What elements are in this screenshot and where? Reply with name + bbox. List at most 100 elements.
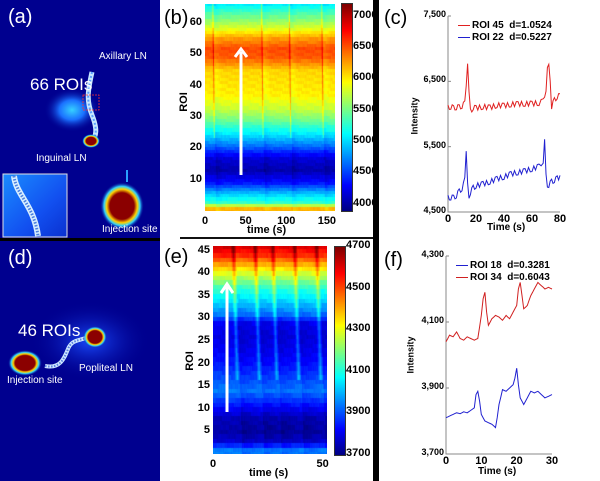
legend-label: ROI 34 d=0.6043 <box>470 272 550 283</box>
colorbar-tick-label: 3900 <box>346 405 371 418</box>
ytick-label: 5 <box>203 424 210 437</box>
xtick-label: 40 <box>497 213 511 225</box>
xtick-label: 150 <box>317 215 337 227</box>
line-plot-f <box>445 255 553 455</box>
panel-a-label: (a) <box>8 6 33 28</box>
panel-a-fluorescence <box>2 71 144 238</box>
colorbar-tick-label: 5000 <box>353 134 378 146</box>
xlabel-b: time (s) <box>247 224 287 236</box>
ytick-label: 20 <box>189 141 202 154</box>
ytick-label: 20 <box>197 356 210 369</box>
inguinal-node <box>82 134 100 148</box>
ylabel-f: Intensity <box>405 336 416 374</box>
inguinal-ln-label: Inguinal LN <box>36 153 87 164</box>
colorbar-tick-label: 4300 <box>346 322 371 335</box>
ytick-label: 40 <box>189 78 202 91</box>
left-divider <box>0 238 160 241</box>
legend-entry: ROI 45 d=1.0524 <box>458 20 552 31</box>
ytick-label: 4,300 <box>421 249 444 259</box>
legend-swatch <box>458 36 470 38</box>
ytick-label: 4,500 <box>423 205 446 215</box>
legend-label: ROI 18 d=0.3281 <box>470 260 550 271</box>
heatmap-b <box>205 4 335 211</box>
series-line-0 <box>447 62 561 114</box>
ylabel-b: ROI <box>177 92 190 112</box>
panel-c-label: (c) <box>384 7 408 29</box>
ytick-label: 15 <box>197 379 210 392</box>
xtick-label: 0 <box>442 455 450 467</box>
panel-d-image: (d) 46 ROIs Popliteal LN Injection site <box>0 241 160 481</box>
xtick-label: 0 <box>444 213 452 225</box>
roi-count-label: 46 ROIs <box>18 321 81 340</box>
injection-site-label: Injection site <box>102 224 158 235</box>
series-line-1 <box>445 281 553 343</box>
ylabel-c: Intensity <box>409 97 420 135</box>
horizontal-divider <box>180 237 374 239</box>
xtick-label: 0 <box>201 215 209 227</box>
ytick-label: 45 <box>197 243 210 256</box>
ytick-label: 35 <box>197 288 210 301</box>
arrow-b <box>233 46 249 175</box>
xtick-label: 80 <box>553 213 567 225</box>
panel-b-label: (b) <box>164 7 189 29</box>
panel-a-image: (a) Axillary LN 66 ROIs Inguinal LN Inje… <box>0 0 160 238</box>
ytick-label: 3,900 <box>421 381 444 391</box>
injection-site-label: Injection site <box>7 375 63 386</box>
ytick-label: 10 <box>189 172 202 185</box>
ytick-label: 4,100 <box>421 315 444 325</box>
legend-swatch <box>458 24 470 26</box>
legend-swatch <box>456 276 468 278</box>
ytick-label: 60 <box>189 15 202 28</box>
colorbar-tick-label: 6500 <box>353 39 378 52</box>
ytick-label: 30 <box>197 311 210 324</box>
injection-site-blob <box>8 350 42 376</box>
ytick-label: 7,500 <box>423 9 446 19</box>
xtick-label: 0 <box>209 458 217 470</box>
colorbar-tick-label: 4500 <box>353 165 378 178</box>
colorbar-b <box>341 3 353 212</box>
ytick-label: 5,500 <box>423 139 446 150</box>
legend-entry: ROI 22 d=0.5227 <box>458 32 552 43</box>
ytick-label: 6,500 <box>423 74 446 85</box>
xtick-label: 10 <box>475 455 488 467</box>
ylabel-e: ROI <box>183 351 196 371</box>
axillary-ln-label: Axillary LN <box>99 51 147 62</box>
legend-label: ROI 22 d=0.5227 <box>472 32 552 43</box>
popliteal-ln-label: Popliteal LN <box>79 363 133 374</box>
xlabel-c: Time (s) <box>487 222 526 233</box>
heatmap-e <box>213 246 327 454</box>
series-line-0 <box>445 368 553 429</box>
ytick-label: 3,700 <box>421 447 444 457</box>
roi-count-label: 66 ROIs <box>30 75 93 94</box>
popliteal-node <box>83 326 107 348</box>
series-line-1 <box>447 139 561 201</box>
panel-e-label: (e) <box>164 246 189 268</box>
colorbar-tick-label: 4000 <box>353 196 378 209</box>
legend-entry: ROI 18 d=0.3281 <box>456 260 550 271</box>
line-plot-c <box>447 15 561 213</box>
colorbar-tick-label: 6000 <box>353 71 378 84</box>
vertical-divider <box>373 0 379 481</box>
colorbar-tick-label: 4500 <box>346 280 371 293</box>
arrow-e <box>219 281 235 412</box>
xtick-label: 30 <box>545 455 559 467</box>
xlabel-f: Time (s) <box>478 466 517 477</box>
panel-d-fluorescence <box>8 301 150 381</box>
legend-entry: ROI 34 d=0.6043 <box>456 272 550 283</box>
ytick-label: 40 <box>197 266 210 279</box>
colorbar-tick-label: 4100 <box>346 363 371 376</box>
colorbar-tick-label: 5500 <box>353 102 378 115</box>
xtick-label: 20 <box>469 213 483 225</box>
panel-f-label: (f) <box>384 249 403 271</box>
legend-swatch <box>456 264 468 266</box>
axes <box>447 16 560 213</box>
xtick-label: 100 <box>277 215 296 227</box>
injection-site-blob <box>100 182 144 230</box>
colorbar-tick-label: 7000 <box>353 8 378 21</box>
ytick-label: 50 <box>189 47 202 60</box>
ytick-label: 25 <box>197 333 210 346</box>
xtick-label: 20 <box>510 455 523 467</box>
xtick-label: 50 <box>316 458 329 470</box>
xlabel-e: time (s) <box>249 467 289 479</box>
colorbar-tick-label: 3700 <box>346 447 371 459</box>
